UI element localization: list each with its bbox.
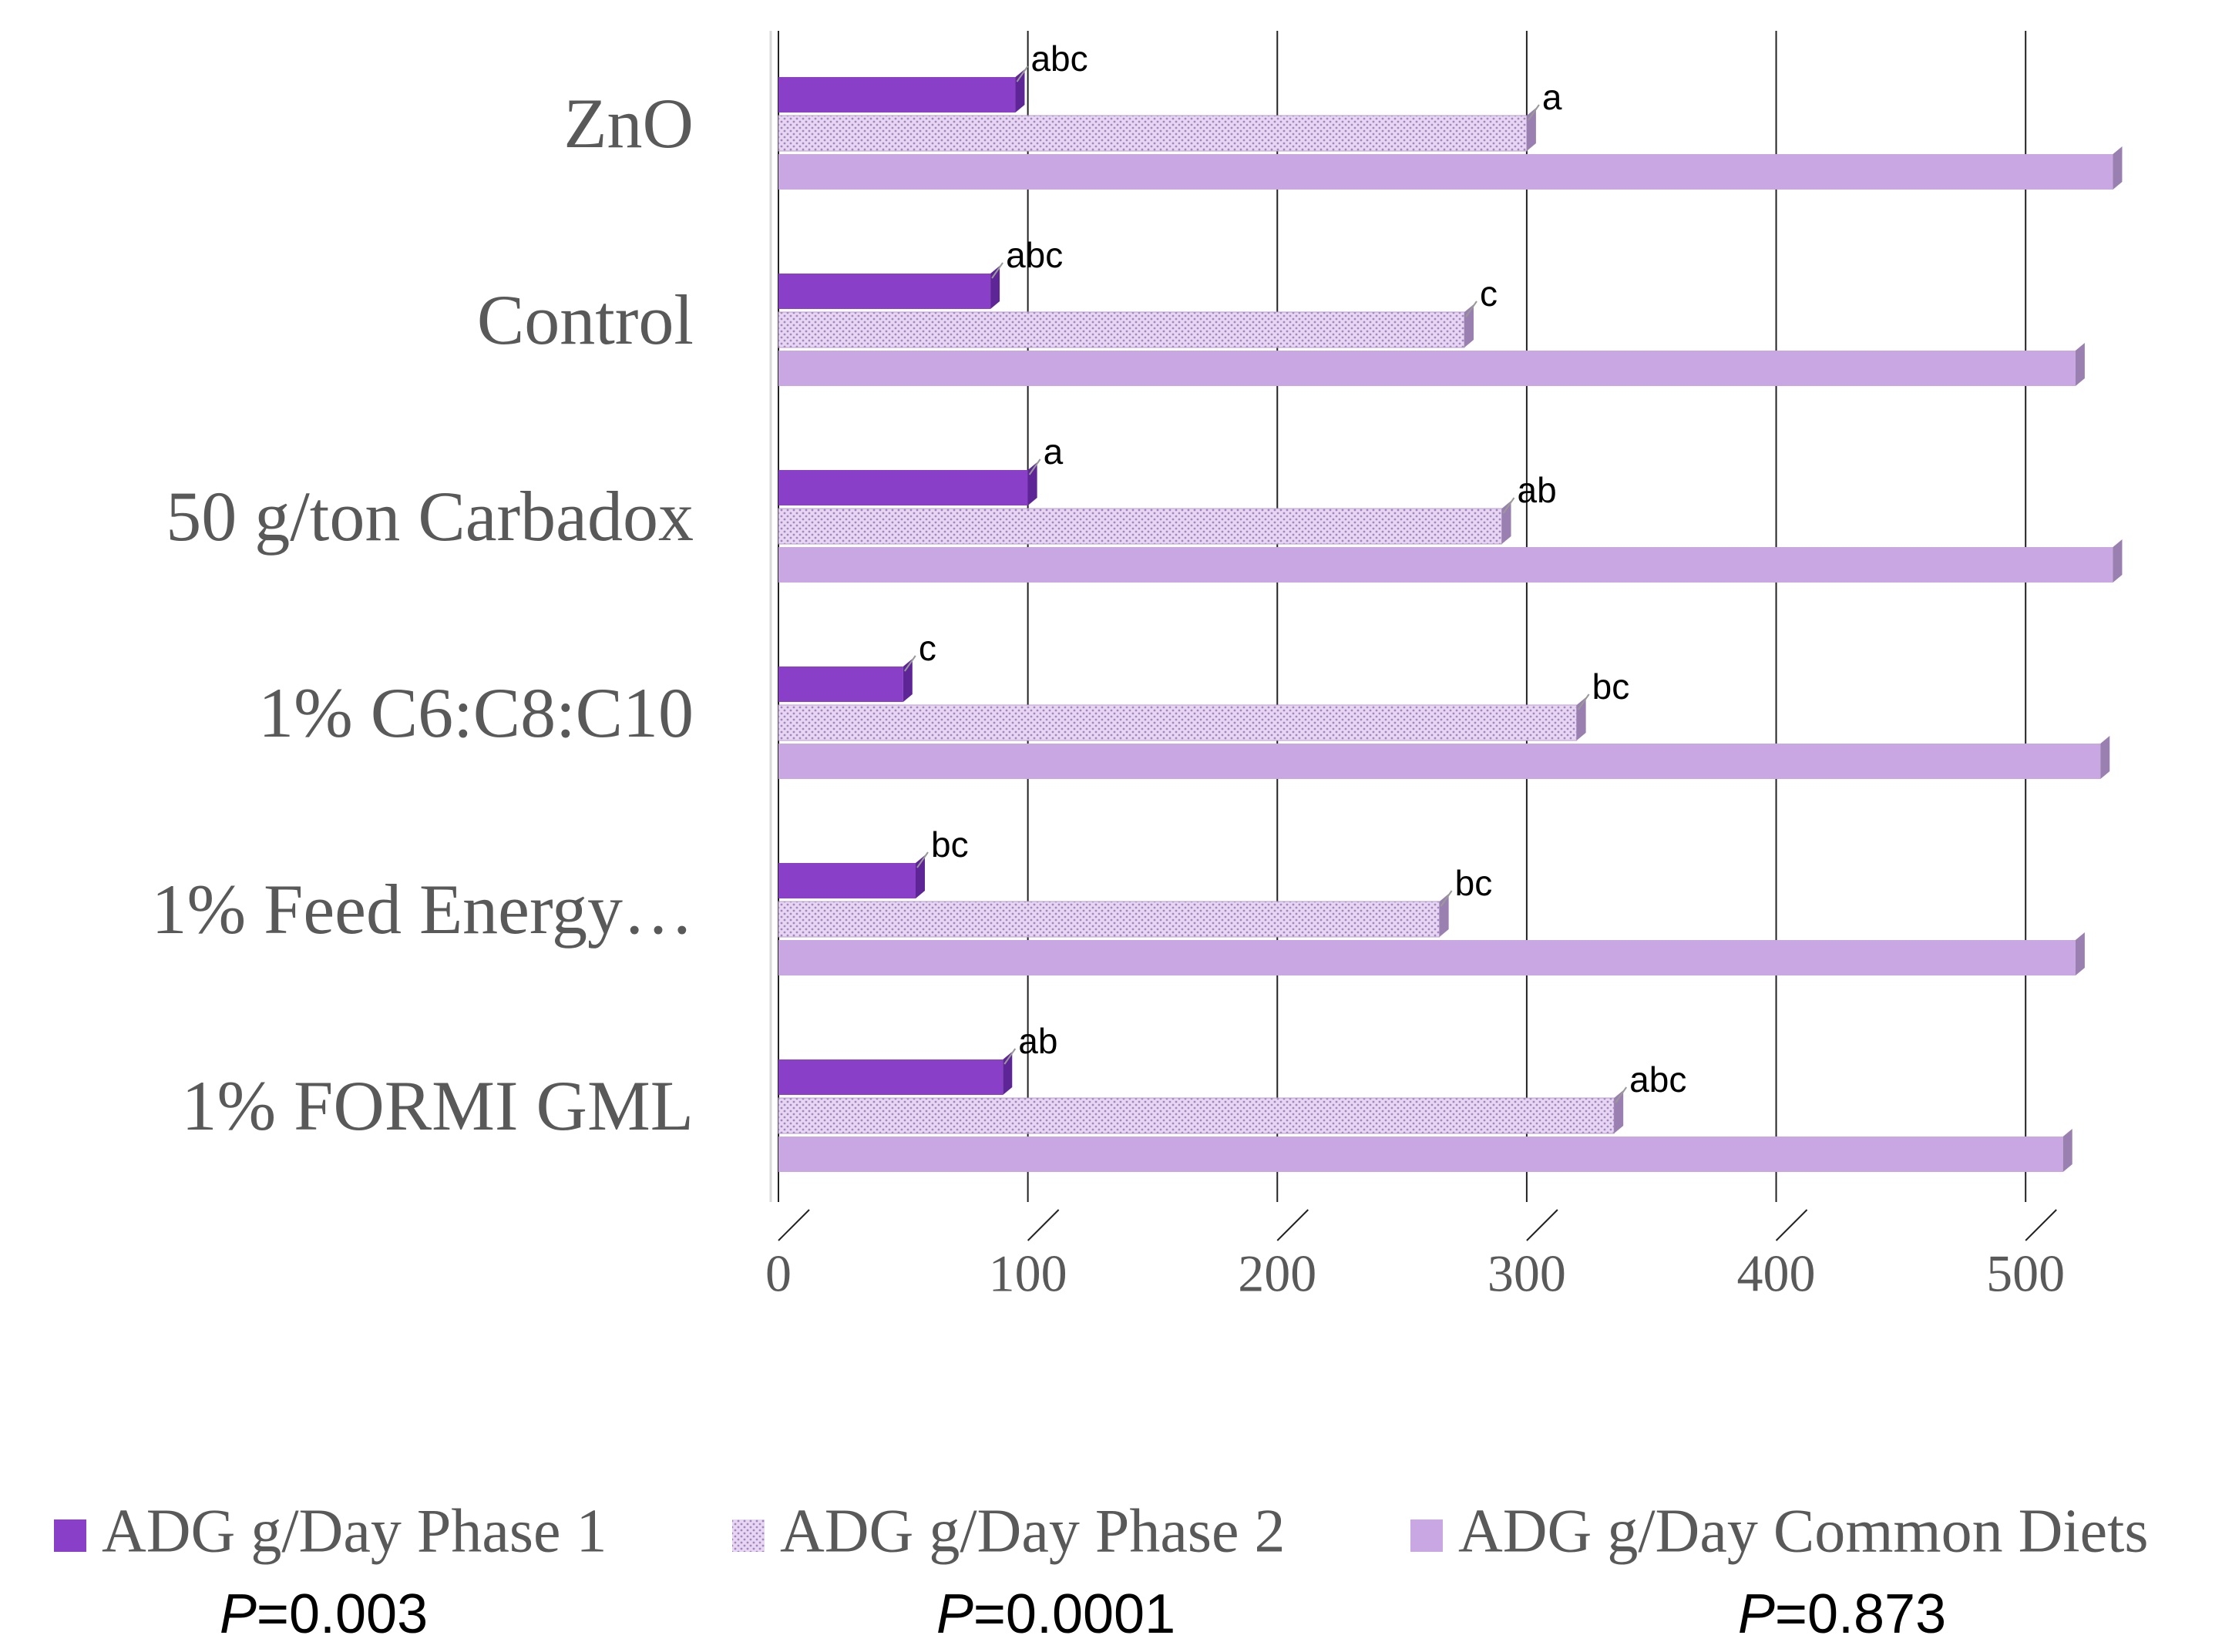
legend-swatch [732, 1519, 765, 1552]
bar [778, 1098, 1614, 1133]
bar-side [2100, 736, 2109, 779]
bar-annotation: bc [931, 824, 969, 865]
p-value-number: =0.873 [1775, 1583, 1946, 1645]
bar [778, 744, 2100, 779]
bar-side [2113, 539, 2122, 583]
legend-label: ADG g/Day Phase 2 [780, 1497, 1285, 1565]
tick-mark [1028, 1210, 1059, 1241]
bar-annotation: abc [1030, 39, 1087, 79]
x-tick-label: 500 [1986, 1244, 2065, 1303]
category-label: ZnO [563, 84, 694, 163]
bar [778, 312, 1464, 348]
tick-mark [1277, 1210, 1308, 1241]
bar-side [2076, 343, 2085, 386]
bar [778, 274, 990, 309]
legend-swatch [1410, 1519, 1443, 1552]
legend-swatch [54, 1519, 86, 1552]
bar-side [916, 855, 925, 898]
category-label: 1% Feed Energy… [152, 870, 694, 949]
p-symbol: P [220, 1583, 257, 1645]
bar-side [1015, 69, 1024, 112]
bar [778, 705, 1577, 740]
bar-side [1440, 894, 1449, 937]
p-symbol: P [1738, 1583, 1775, 1645]
p-value: P=0.873 [1738, 1583, 1946, 1645]
bar-side [2063, 1129, 2072, 1172]
p-value-number: =0.0001 [973, 1583, 1175, 1645]
bar [778, 470, 1028, 505]
x-tick-label: 100 [989, 1244, 1067, 1303]
bar-annotation: bc [1592, 667, 1630, 707]
p-value: P=0.0001 [936, 1583, 1175, 1645]
bar-annotation: ab [1018, 1021, 1057, 1061]
bar-annotation: c [1480, 274, 1498, 314]
category-label: 50 g/ton Carbadox [166, 477, 694, 556]
bar-annotation: bc [1455, 863, 1493, 903]
bar [778, 1059, 1003, 1095]
x-tick-label: 0 [765, 1244, 792, 1303]
legend-label: ADG g/Day Common Diets [1458, 1497, 2149, 1565]
p-value: P=0.003 [220, 1583, 428, 1645]
category-label: 1% FORMI GML [182, 1066, 694, 1145]
bar-annotation: ab [1518, 470, 1557, 510]
bar-side [903, 659, 913, 702]
bar [778, 1137, 2063, 1172]
p-symbol: P [936, 1583, 973, 1645]
bar [778, 667, 903, 702]
bar [778, 902, 1440, 937]
bar [778, 940, 2076, 975]
bar-annotation: abc [1006, 235, 1063, 275]
bar-annotation: a [1542, 77, 1562, 117]
bar [778, 547, 2113, 583]
bar-annotation: c [919, 628, 936, 668]
bar-annotation: a [1044, 431, 1064, 472]
bar-side [1614, 1090, 1623, 1133]
p-value-number: =0.003 [257, 1583, 428, 1645]
bar [778, 509, 1502, 544]
bar [778, 77, 1015, 112]
bar-side [990, 266, 1000, 309]
bar-side [1502, 501, 1511, 544]
tick-mark [1777, 1210, 1807, 1241]
x-tick-label: 300 [1487, 1244, 1566, 1303]
category-label: Control [477, 280, 694, 359]
tick-mark [778, 1210, 809, 1241]
bar-side [2113, 146, 2122, 190]
chart: 0100200300400500ZnOabcaControlabcc50 g/t… [0, 0, 2222, 1652]
x-tick-label: 400 [1737, 1244, 1816, 1303]
bar-annotation: abc [1629, 1059, 1686, 1100]
tick-mark [2025, 1210, 2056, 1241]
tick-mark [1527, 1210, 1558, 1241]
bar-side [2076, 932, 2085, 975]
bar-side [1003, 1052, 1012, 1095]
bar [778, 116, 1527, 151]
category-label: 1% C6:C8:C10 [258, 673, 694, 752]
x-tick-label: 200 [1238, 1244, 1316, 1303]
legend-label: ADG g/Day Phase 1 [102, 1497, 607, 1565]
bar [778, 863, 916, 898]
bar-side [1577, 697, 1586, 740]
bar-side [1527, 108, 1536, 151]
bar [778, 351, 2076, 386]
bar-side [1028, 462, 1037, 505]
bar-side [1464, 304, 1474, 348]
bar [778, 154, 2113, 190]
